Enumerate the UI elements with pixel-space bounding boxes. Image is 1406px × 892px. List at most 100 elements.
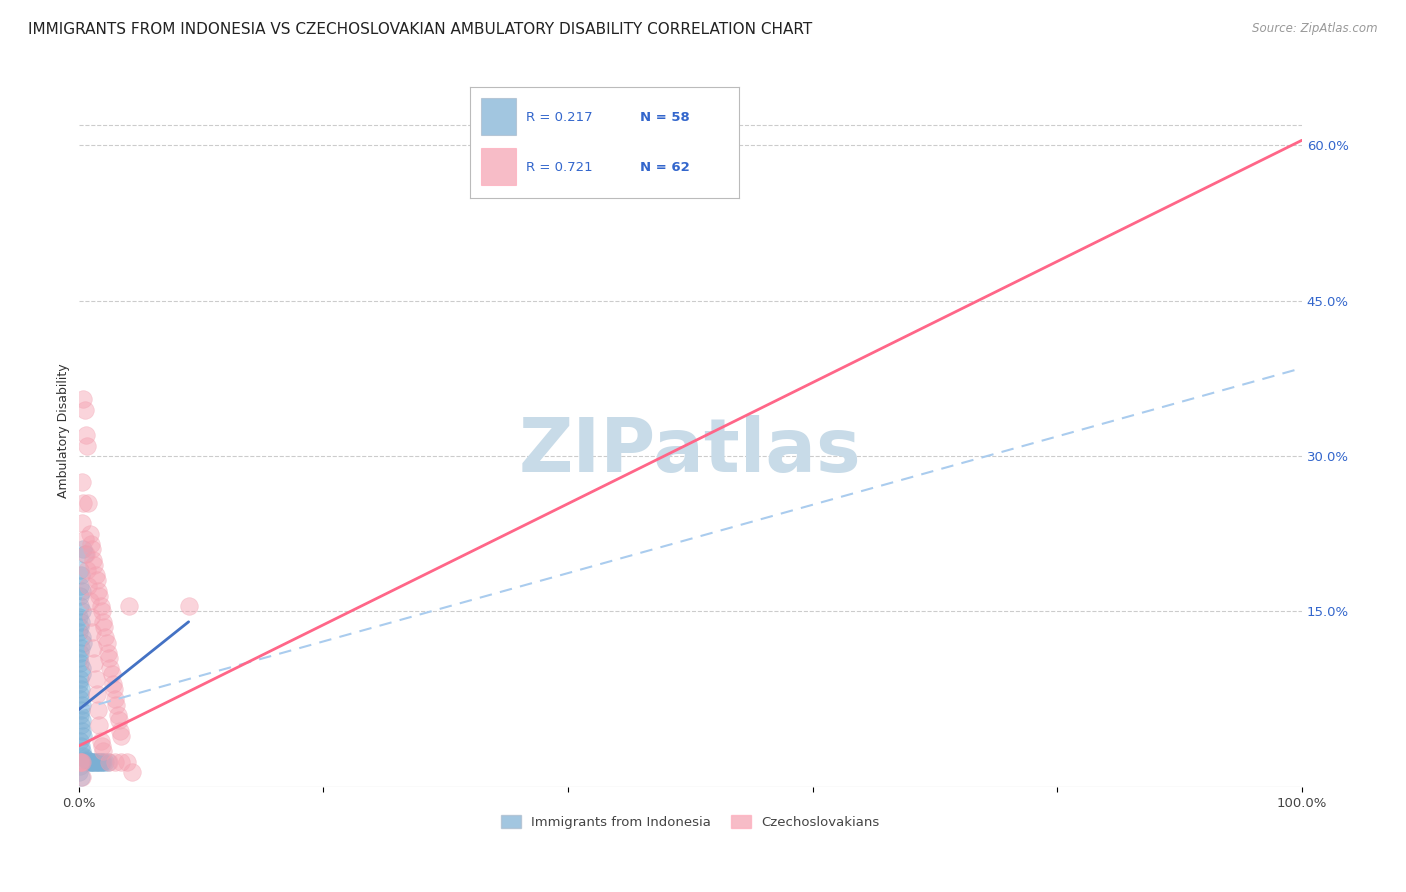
Point (80, 609, 103, 624)
Point (70, 718, 93, 732)
Point (70, 713, 93, 727)
Point (90, 755, 112, 769)
Point (98, 755, 121, 769)
Point (72, 496, 94, 510)
Legend: Immigrants from Indonesia, Czechoslovakians: Immigrants from Indonesia, Czechoslovaki… (495, 810, 884, 835)
Point (73, 751, 96, 765)
Point (83, 558, 105, 572)
Point (110, 729, 132, 743)
Point (69, 589, 91, 603)
Point (70, 475, 93, 489)
Point (97, 755, 120, 769)
Point (76, 563, 98, 577)
Point (69, 687, 91, 701)
Y-axis label: Ambulatory Disability: Ambulatory Disability (58, 363, 70, 498)
Point (98, 651, 121, 665)
Point (70, 604, 93, 618)
Point (70, 583, 93, 598)
Point (91, 744, 114, 758)
Text: ZIPatlas: ZIPatlas (519, 415, 862, 488)
Point (73, 532, 96, 546)
Point (121, 764, 143, 779)
Point (67, 625, 90, 640)
Point (70, 682, 93, 697)
Point (69, 758, 91, 772)
Point (67, 651, 90, 665)
Point (75, 548, 97, 562)
Point (70, 755, 93, 769)
Point (70, 703, 93, 717)
Point (93, 620, 115, 634)
Point (77, 755, 100, 769)
Point (70, 698, 93, 712)
Point (103, 682, 125, 697)
Point (96, 635, 118, 649)
Point (108, 723, 131, 738)
Point (86, 687, 108, 701)
Point (69, 755, 91, 769)
Point (89, 755, 111, 769)
Point (67, 677, 90, 691)
Point (69, 599, 91, 614)
Point (104, 692, 127, 706)
Point (118, 599, 141, 614)
Point (80, 755, 103, 769)
Point (94, 631, 117, 645)
Point (75, 428, 97, 442)
Point (82, 552, 104, 566)
Point (70, 770, 93, 784)
Point (98, 661, 121, 675)
Point (82, 755, 104, 769)
Point (87, 583, 110, 598)
Point (83, 755, 105, 769)
Point (67, 609, 90, 624)
Point (82, 640, 104, 655)
Point (84, 568, 107, 582)
Point (69, 734, 91, 748)
Point (75, 752, 97, 766)
Point (69, 672, 91, 686)
Point (70, 744, 93, 758)
Point (67, 764, 90, 779)
Point (107, 708, 129, 723)
Point (72, 749, 94, 764)
Point (70, 568, 93, 582)
Point (70, 516, 93, 531)
Point (72, 542, 94, 557)
Point (72, 392, 94, 406)
Point (77, 578, 100, 592)
Point (77, 496, 100, 510)
Point (69, 708, 91, 723)
Point (69, 657, 91, 671)
Point (70, 755, 93, 769)
Point (76, 439, 98, 453)
Point (69, 692, 91, 706)
Point (91, 615, 114, 629)
Point (90, 755, 112, 769)
Point (90, 604, 112, 618)
Point (80, 755, 103, 769)
Point (90, 734, 112, 748)
Point (101, 677, 124, 691)
Point (108, 713, 131, 727)
Point (70, 631, 93, 645)
Point (94, 755, 117, 769)
Point (70, 615, 93, 629)
Point (90, 739, 112, 753)
Point (80, 542, 103, 557)
Point (72, 635, 94, 649)
Point (69, 620, 91, 634)
Point (70, 666, 93, 681)
Point (105, 698, 128, 712)
Point (100, 666, 122, 681)
Point (70, 739, 93, 753)
Text: IMMIGRANTS FROM INDONESIA VS CZECHOSLOVAKIAN AMBULATORY DISABILITY CORRELATION C: IMMIGRANTS FROM INDONESIA VS CZECHOSLOVA… (28, 22, 813, 37)
Point (70, 661, 93, 675)
Point (70, 770, 93, 784)
Point (73, 402, 96, 417)
Point (70, 640, 93, 655)
Point (70, 723, 93, 738)
Point (87, 755, 110, 769)
Point (73, 548, 96, 562)
Point (90, 599, 112, 614)
